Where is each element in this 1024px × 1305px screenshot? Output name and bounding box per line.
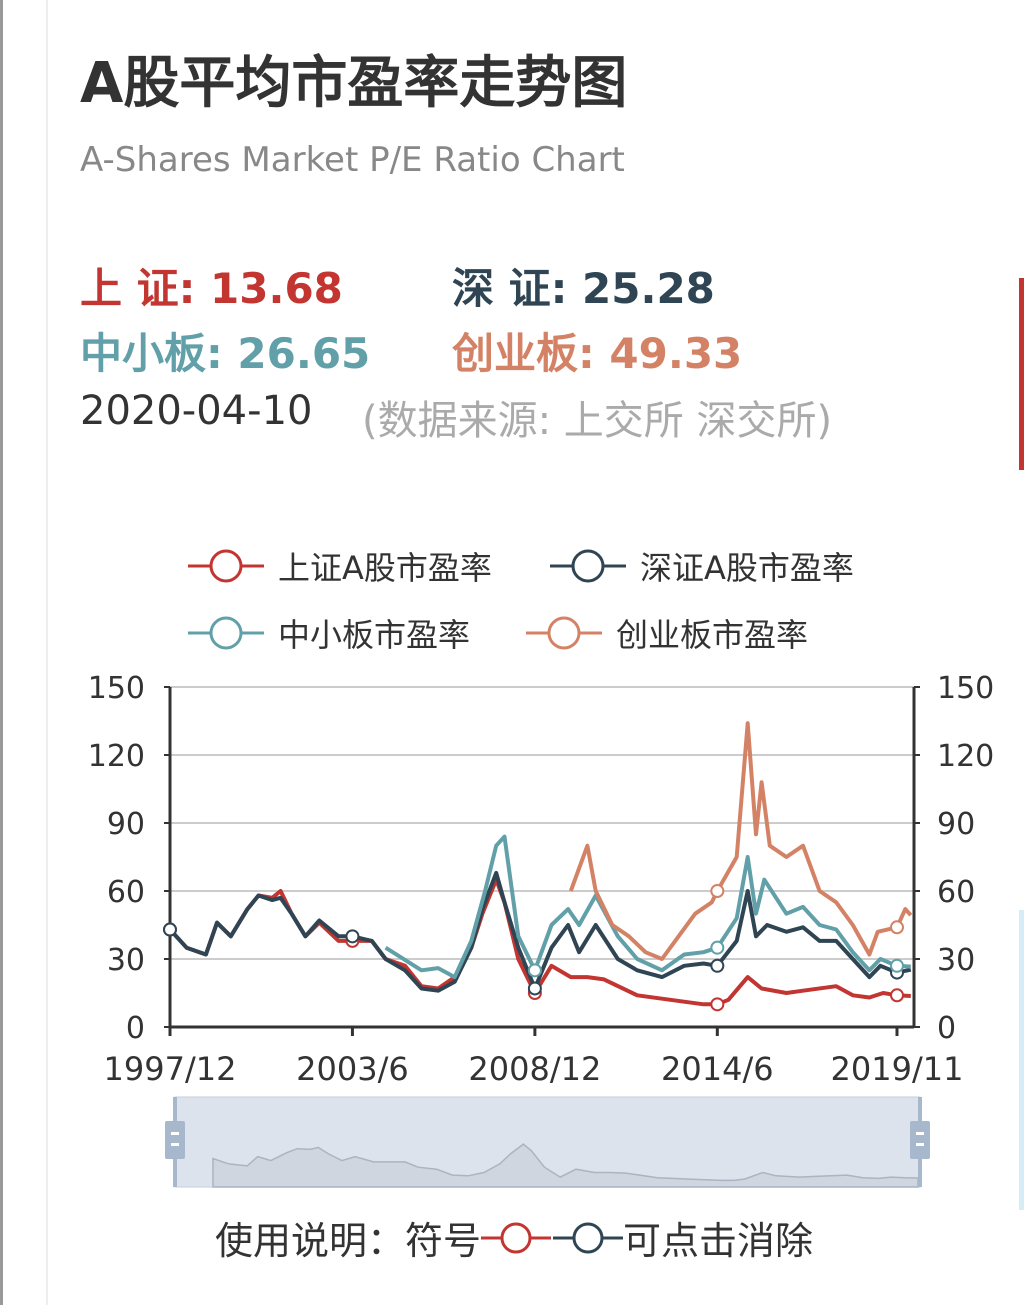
stat-label: 深 证: xyxy=(452,264,583,313)
y-tick-label-left: 60 xyxy=(107,875,145,910)
y-tick-label-left: 0 xyxy=(126,1011,145,1046)
card-edge xyxy=(46,0,48,1305)
data-point-marker xyxy=(345,929,360,944)
note-prefix: 使用说明：符号 xyxy=(215,1219,482,1263)
dark-symbol-icon xyxy=(553,1222,624,1253)
stat-label: 创业板: xyxy=(452,329,610,378)
x-tick-label: 2019/11 xyxy=(831,1050,964,1088)
grip-line xyxy=(171,1143,179,1146)
legend-label: 上证A股市盈率 xyxy=(278,549,492,587)
y-tick-label-right: 30 xyxy=(937,943,975,978)
y-tick-label-right: 60 xyxy=(937,875,975,910)
y-tick-label-left: 90 xyxy=(107,807,145,842)
legend-label: 创业板市盈率 xyxy=(616,616,809,654)
stat-sme: 中小板: 26.65 xyxy=(80,320,370,381)
data-point-marker xyxy=(890,920,904,935)
pe-line-chart: 0 0 30 30 60 60 90 90 120 120 150 150 1997/12 2003/6 2… xyxy=(88,671,994,1188)
stat-value: 49.33 xyxy=(609,329,743,378)
data-point-marker xyxy=(527,981,542,996)
legend-symbol-icon xyxy=(188,616,264,650)
y-tick-label-left: 120 xyxy=(88,739,145,774)
y-tick-label-right: 150 xyxy=(937,671,994,706)
legend-symbol-icon xyxy=(550,549,626,583)
data-point-marker xyxy=(710,958,725,973)
stat-value: 26.65 xyxy=(237,329,371,378)
zoom-handle-right[interactable] xyxy=(910,1097,930,1187)
side-accent-blue xyxy=(1019,910,1024,1210)
data-zoom-preview xyxy=(212,1143,919,1188)
handle-grip xyxy=(165,1121,185,1159)
legend-item-shenzhen[interactable]: 深证A股市盈率 xyxy=(550,543,854,589)
x-tick-label: 2003/6 xyxy=(296,1050,409,1088)
grip-line xyxy=(916,1132,924,1135)
red-symbol-icon xyxy=(481,1222,552,1253)
x-tick-label: 2014/6 xyxy=(661,1050,774,1088)
grip-line xyxy=(916,1143,924,1146)
stat-value: 25.28 xyxy=(582,264,715,313)
legend-label: 深证A股市盈率 xyxy=(640,549,854,587)
y-tick-label-left: 30 xyxy=(107,943,145,978)
data-point-marker xyxy=(710,940,725,955)
stat-value: 13.68 xyxy=(210,264,343,313)
series-line-2 xyxy=(384,834,911,980)
stat-label: 中小板: xyxy=(80,329,238,378)
data-point-marker xyxy=(890,958,904,973)
stat-chinext: 创业板: 49.33 xyxy=(452,320,742,381)
legend-label: 中小板市盈率 xyxy=(278,616,471,654)
stat-shenzhen: 深 证: 25.28 xyxy=(452,255,715,316)
data-point-marker xyxy=(527,963,542,978)
stat-label: 上 证: xyxy=(80,264,211,313)
legend-item-chinext[interactable]: 创业板市盈率 xyxy=(526,610,808,656)
y-tick-label-right: 0 xyxy=(937,1011,956,1046)
series-line-3 xyxy=(568,721,913,961)
data-point-marker xyxy=(710,884,725,898)
data-source: (数据来源: 上交所 深交所) xyxy=(362,398,833,444)
left-border xyxy=(0,0,3,1305)
data-point-marker xyxy=(710,997,725,1012)
x-tick-label: 1997/12 xyxy=(104,1050,237,1088)
y-tick-label-left: 150 xyxy=(88,671,145,706)
page-subtitle: A-Shares Market P/E Ratio Chart xyxy=(80,140,625,180)
stat-shanghai: 上 证: 13.68 xyxy=(80,255,343,316)
side-accent-red xyxy=(1019,278,1024,470)
note-suffix: 可点击消除 xyxy=(623,1219,814,1263)
data-date: 2020-04-10 xyxy=(80,388,313,434)
handle-grip xyxy=(910,1121,930,1159)
data-point-marker xyxy=(890,988,904,1003)
data-point-marker xyxy=(163,922,177,937)
y-tick-label-right: 90 xyxy=(937,807,975,842)
legend-symbol-icon xyxy=(526,616,602,650)
legend-symbol-icon xyxy=(188,549,264,583)
x-tick-label: 2008/12 xyxy=(468,1050,601,1088)
legend-item-shanghai[interactable]: 上证A股市盈率 xyxy=(188,543,492,589)
grip-line xyxy=(171,1132,179,1135)
series-line-1 xyxy=(168,870,912,993)
legend-item-sme[interactable]: 中小板市盈率 xyxy=(188,610,470,656)
y-tick-label-right: 120 xyxy=(937,739,994,774)
page-title: A股平均市盈率走势图 xyxy=(80,51,628,116)
zoom-handle-left[interactable] xyxy=(165,1097,185,1187)
usage-note: 使用说明：符号 可点击消除 xyxy=(215,1210,813,1265)
